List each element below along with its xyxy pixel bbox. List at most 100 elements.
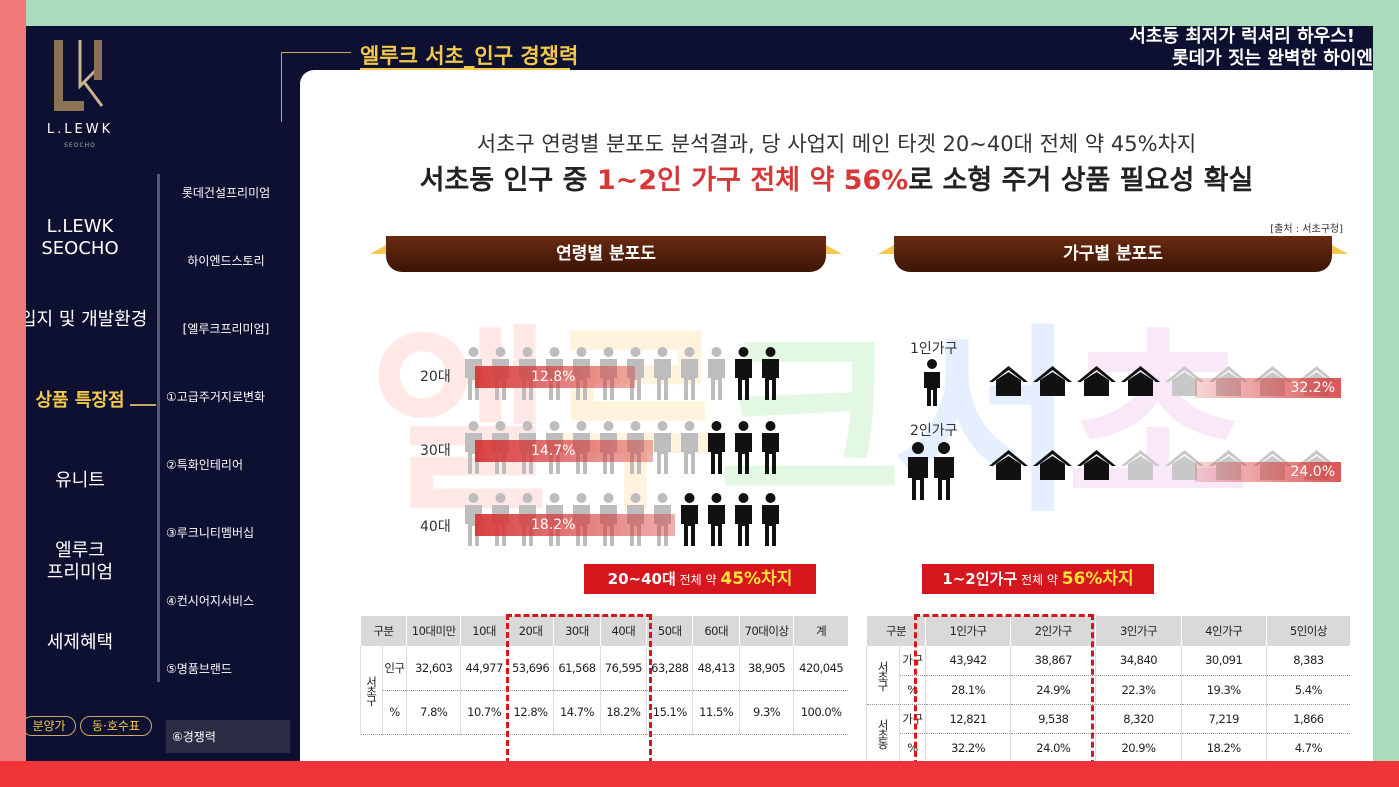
- table-cell: 7,219: [1180, 704, 1267, 734]
- household-label-1: 1인가구: [910, 341, 958, 357]
- ribbon-tip-left: [878, 236, 894, 254]
- nav-item-premium[interactable]: 엘루크 프리미엄: [26, 540, 134, 584]
- age-label-20s: 20대: [420, 369, 451, 385]
- headline-highlight: 1~2인 가구 전체 약 56%: [596, 165, 909, 196]
- table-cell: %: [382, 690, 407, 735]
- age-label-40s: 40대: [420, 519, 451, 535]
- ribbon-tip-left: [370, 236, 386, 254]
- table-cell: 18.2%: [599, 690, 647, 735]
- house-icon: [1077, 366, 1116, 396]
- slide: L.LEWK SEOCHO L.LEWK SEOCHO 입지 및 개발환경 상품…: [26, 26, 1373, 761]
- subnav-item-6[interactable]: ⑥경쟁력: [166, 720, 290, 753]
- table-cell: 32,603: [405, 646, 461, 691]
- table-cell: 22.3%: [1095, 675, 1182, 705]
- highlight-box-age: [506, 614, 652, 761]
- table-cell: 19.3%: [1180, 675, 1267, 705]
- table-header: 10대미만: [405, 616, 461, 646]
- table-header: 60대: [692, 616, 740, 646]
- frame-bottom: [0, 761, 1399, 787]
- household-bar-2: 24.0%: [1195, 462, 1341, 482]
- table-cell: 24.0%: [1010, 733, 1096, 761]
- house-icon: [1033, 366, 1072, 396]
- table-header: 1인가구: [924, 616, 1011, 646]
- subnav-item-2[interactable]: ②특화인테리어: [166, 458, 243, 472]
- table-cell: 44,977: [460, 646, 508, 691]
- person-icon: [708, 421, 725, 474]
- person-icon: [735, 493, 752, 546]
- subnav-item-lotte[interactable]: 롯데건설프리미엄: [181, 186, 271, 200]
- age-ribbon: 연령별 분포도: [386, 236, 826, 272]
- table-cell: 76,595: [599, 646, 647, 691]
- table-cell: 43,942: [924, 646, 1011, 676]
- nav-item-llewk[interactable]: L.LEWK SEOCHO: [26, 216, 134, 260]
- table-header: 4인가구: [1180, 616, 1267, 646]
- table-cell: 20.9%: [1095, 733, 1182, 761]
- title-underline: [360, 68, 570, 70]
- summary-text: 1~2인가구: [942, 570, 1018, 588]
- table-cell: 34,840: [1095, 646, 1182, 676]
- watermark-char: 크: [718, 307, 902, 540]
- summary-text: 전체 약: [1017, 573, 1062, 587]
- table-cell: 30,091: [1180, 646, 1267, 676]
- table-cell: 12.8%: [506, 690, 554, 735]
- nav-item-unit[interactable]: 유니트: [26, 470, 134, 492]
- table-cell: 53,696: [506, 646, 554, 691]
- header-slogan: 서초동 최저가 럭셔리 하우스!: [1129, 26, 1355, 47]
- table-cell: 9.3%: [738, 690, 794, 735]
- table-header: 50대: [646, 616, 693, 646]
- table-row: 서초구 인구 32,603 44,977 53,696 61,568 76,59…: [360, 646, 848, 735]
- nav-active-indicator: [130, 404, 156, 406]
- highlight-box-household: [914, 614, 1094, 761]
- person-icon: [708, 493, 725, 546]
- nav-item-label: 상품 특장점: [35, 390, 125, 411]
- person-icon: [735, 347, 752, 400]
- house-icon: [1121, 450, 1160, 480]
- summary-text: 전체 약: [675, 573, 721, 587]
- table-cell: 11.5%: [692, 690, 740, 735]
- table-header: 30대: [553, 616, 601, 646]
- table-cell: 15.1%: [646, 690, 693, 735]
- nav-item-features[interactable]: 상품 특장점: [26, 390, 134, 412]
- header-slogan-2: 롯데가 짓는 완벽한 하이엔: [1172, 48, 1373, 69]
- price-button[interactable]: 분양가: [26, 716, 76, 736]
- table-cell: 가구: [899, 704, 926, 734]
- header-bracket: [281, 52, 351, 122]
- age-bar-20s: 12.8%: [475, 366, 635, 388]
- table-cell: 12,821: [924, 704, 1011, 734]
- person-icon: [654, 347, 671, 400]
- nav-item-location[interactable]: 입지 및 개발환경: [26, 309, 147, 331]
- age-label-30s: 30대: [420, 443, 451, 459]
- nav-item-tax[interactable]: 세제혜택: [26, 632, 134, 654]
- age-bar-30s: 14.7%: [475, 440, 653, 462]
- subnav-item-4[interactable]: ④컨시어지서비스: [166, 594, 255, 608]
- table-cell: %: [899, 675, 926, 705]
- table-row: % 28.1% 24.9% 22.3% 19.3% 5.4%: [867, 675, 1350, 705]
- subnav-item-3[interactable]: ③루크니티멤버십: [166, 526, 255, 540]
- brand-sub: SEOCHO: [64, 142, 96, 149]
- subnav-item-premium-header[interactable]: [엘루크프리미엄]: [182, 322, 270, 336]
- table-cell: 4.7%: [1265, 733, 1350, 761]
- person-icon: [681, 347, 698, 400]
- table-cell: 420,045: [793, 646, 848, 691]
- age-bar-40s: 18.2%: [475, 514, 675, 536]
- table-row: % 7.8% 10.7% 12.8% 14.7% 18.2% 15.1% 11.…: [361, 690, 848, 735]
- unit-table-button[interactable]: 동·호수표: [80, 716, 152, 736]
- table-header-row: 구분 1인가구 2인가구 3인가구 4인가구 5인이상: [866, 616, 1350, 646]
- table-header: 20대: [506, 616, 554, 646]
- nav-item-label: SEOCHO: [41, 238, 119, 259]
- table-region: 서초구: [866, 646, 900, 705]
- subnav-item-highend[interactable]: 하이엔드스토리: [187, 254, 265, 268]
- two-person-icon: [908, 442, 954, 500]
- subnav-divider: [157, 174, 160, 682]
- table-cell: 인구: [382, 646, 407, 691]
- table-row: 서초동 가구 12,821 9,538 8,320 7,219 1,866: [866, 704, 1350, 761]
- table-region: 서초구: [360, 646, 383, 735]
- frame-right: [1373, 0, 1399, 787]
- table-header: 40대: [599, 616, 647, 646]
- table-header: 구분: [360, 616, 407, 646]
- person-icon: [762, 493, 779, 546]
- subnav-item-1[interactable]: ①고급주거지로변화: [166, 390, 266, 404]
- subnav-item-5[interactable]: ⑤명품브랜드: [166, 662, 232, 676]
- house-icon: [1077, 450, 1116, 480]
- person-icon: [708, 347, 725, 400]
